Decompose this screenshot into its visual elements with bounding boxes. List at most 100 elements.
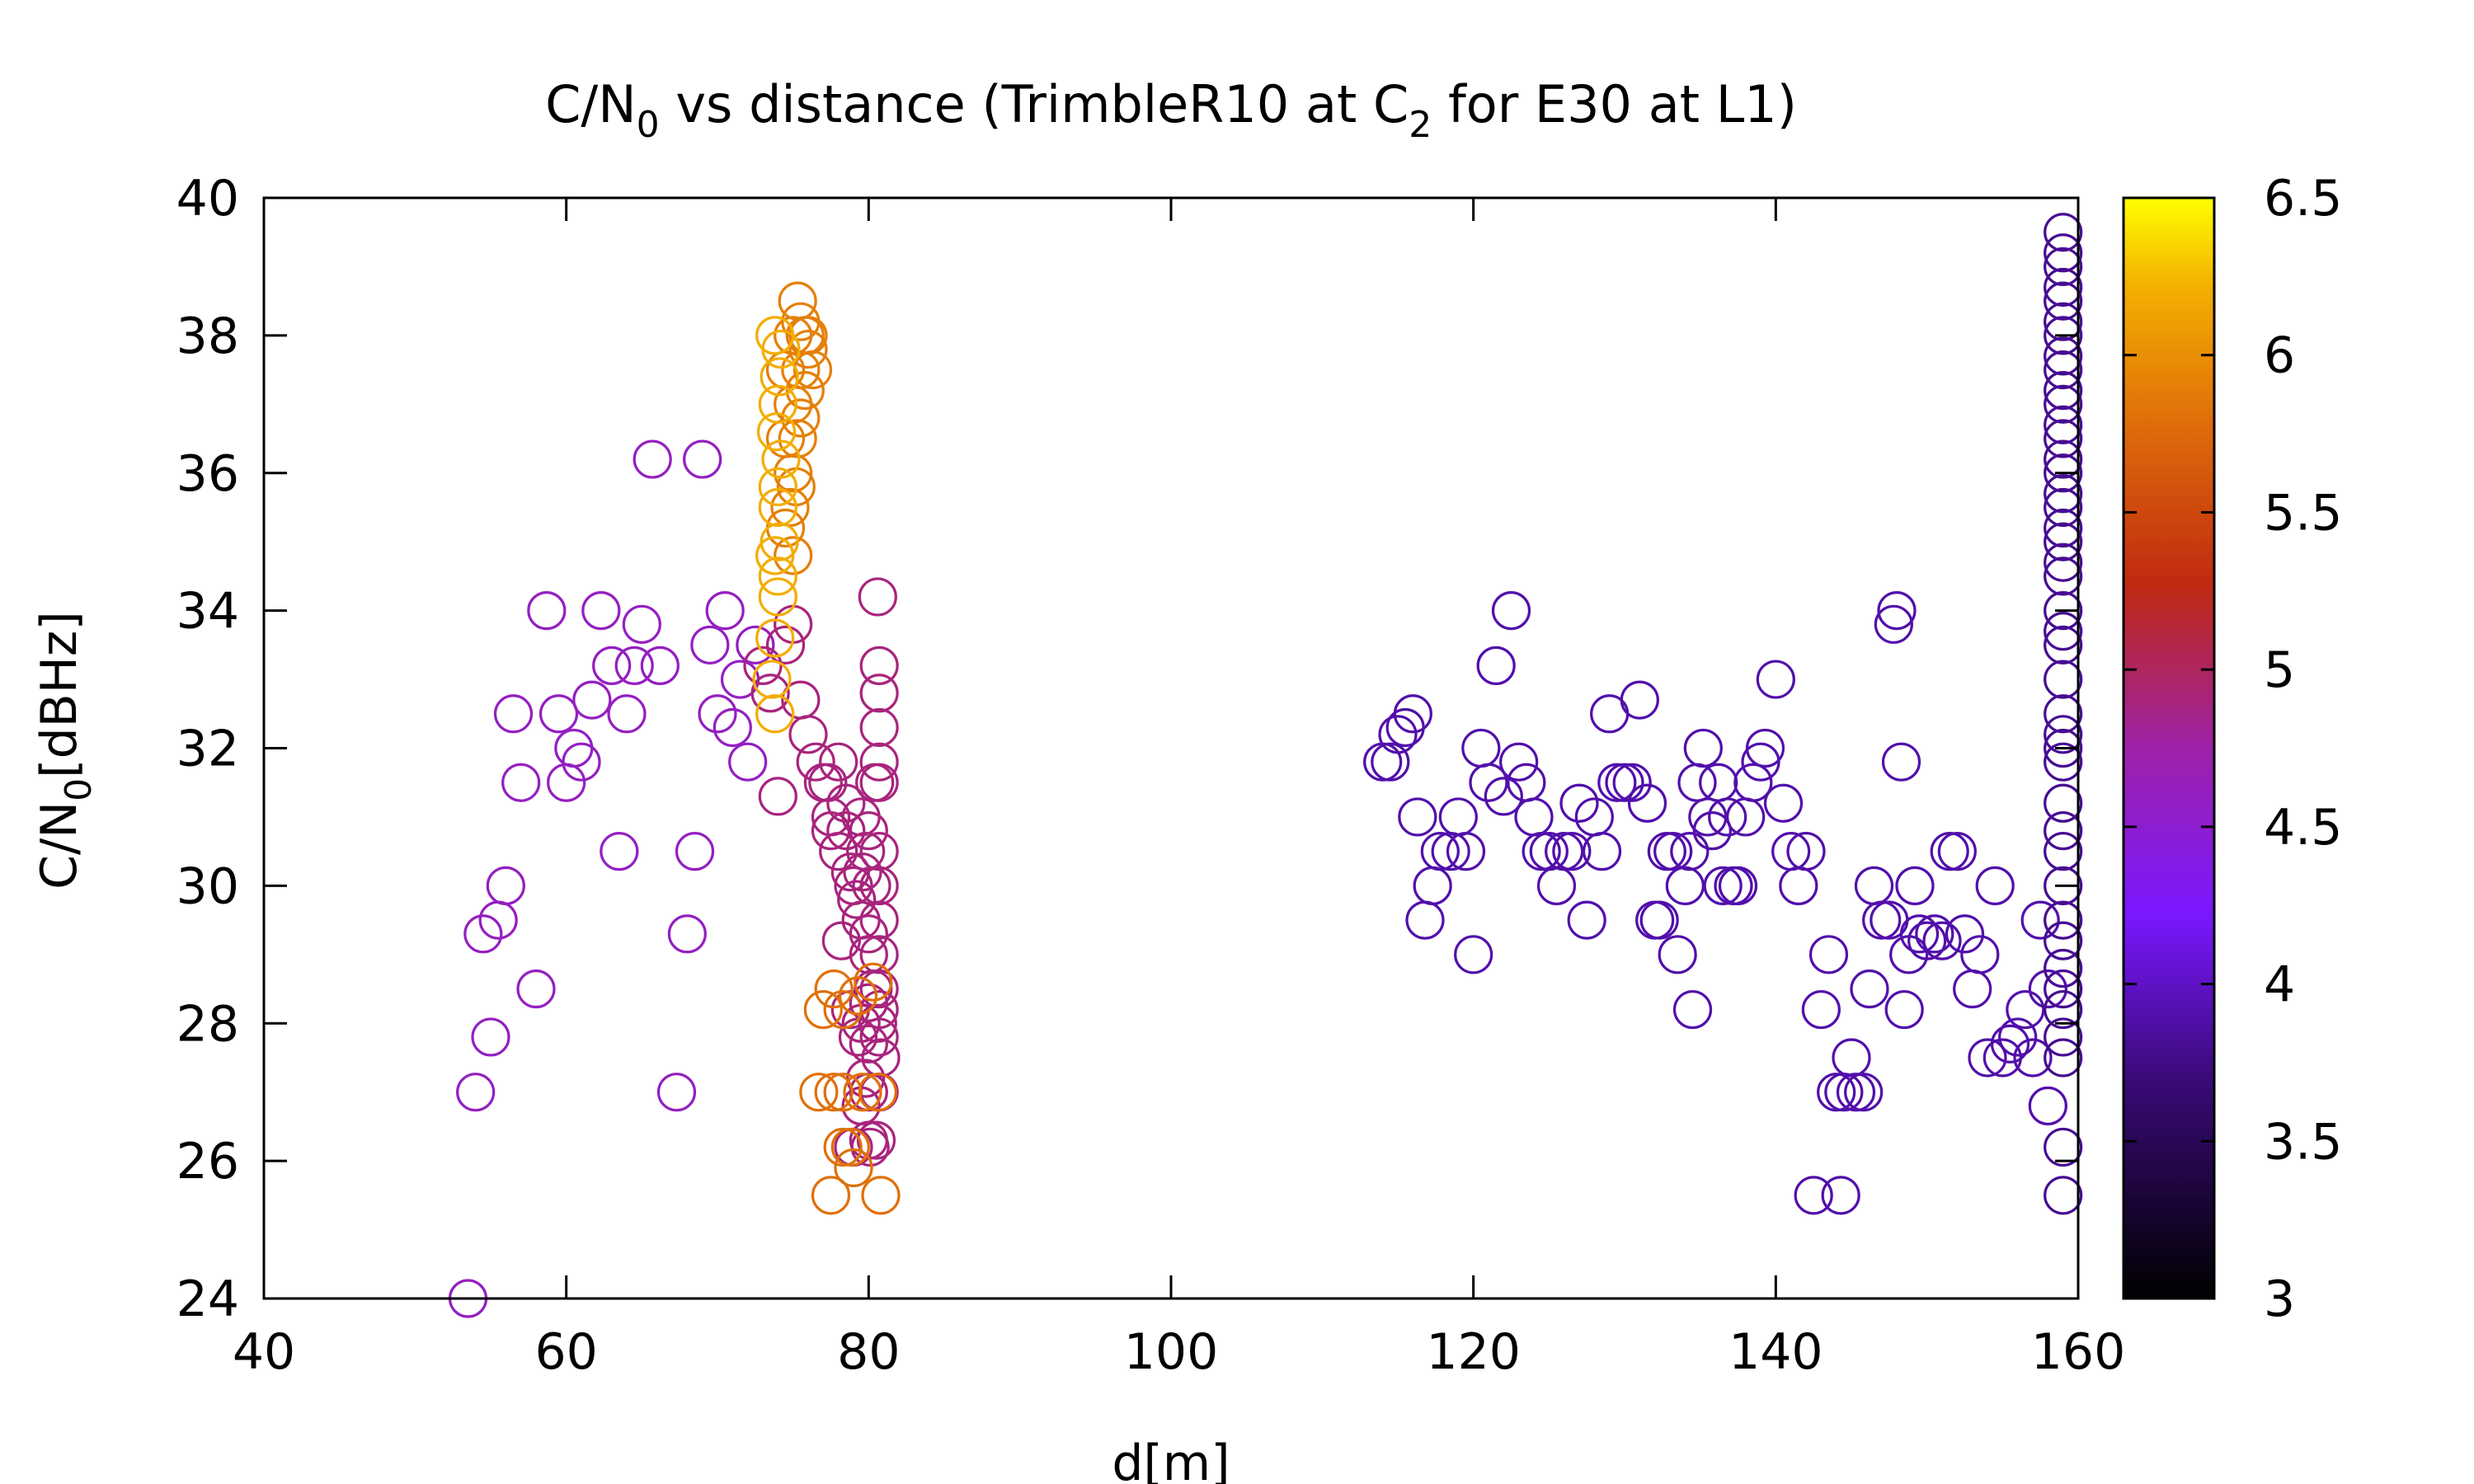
data-point: [1794, 1176, 1833, 1215]
data-point: [1559, 783, 1599, 823]
data-point: [486, 866, 525, 905]
data-point: [2044, 508, 2083, 548]
data-point: [774, 536, 813, 575]
data-point: [1653, 832, 1693, 871]
data-point: [1499, 742, 1539, 782]
data-point: [758, 777, 797, 816]
data-point: [592, 646, 632, 685]
data-point: [1786, 832, 1826, 871]
data-point: [614, 646, 654, 685]
data-point: [1930, 832, 1969, 871]
data-point: [861, 1176, 901, 1215]
data-point: [811, 1176, 851, 1215]
chart-title: C/N0 vs distance (TrimbleR10 at C2 for E…: [545, 74, 1797, 146]
data-point: [1968, 1038, 2007, 1078]
data-point: [1683, 728, 1723, 768]
data-point: [2044, 371, 2083, 411]
colorbar: [2122, 196, 2216, 1300]
data-point: [1692, 811, 1732, 851]
data-point: [690, 625, 730, 665]
data-point: [2044, 1038, 2083, 1078]
data-point: [2044, 783, 2083, 823]
data-point: [600, 832, 639, 871]
data-point: [756, 412, 797, 452]
data-point: [849, 1024, 888, 1064]
data-point: [1808, 935, 1849, 974]
data-point: [2044, 948, 2083, 989]
data-point: [1960, 935, 2000, 974]
data-point: [2044, 302, 2083, 341]
data-point: [1895, 866, 1935, 905]
x-tick-label: 160: [2031, 1323, 2126, 1381]
data-point: [761, 439, 801, 479]
data-point: [1733, 763, 1773, 802]
colorbar-tick-label: 6.5: [2264, 170, 2342, 228]
data-point: [675, 832, 715, 871]
data-point: [811, 811, 851, 851]
data-point: [837, 880, 877, 919]
x-axis-label: d[m]: [1112, 1435, 1230, 1484]
x-tick-label: 40: [233, 1323, 295, 1381]
data-point: [667, 914, 707, 954]
colorbar-tick-label: 4.5: [2264, 799, 2342, 857]
data-point: [785, 371, 825, 411]
data-point: [788, 329, 828, 369]
data-point: [2044, 1127, 2083, 1167]
data-point: [2044, 715, 2083, 754]
data-point: [1627, 783, 1667, 823]
x-axis: 40 60 80 100 120 140 160: [233, 198, 2125, 1381]
data-point: [1975, 866, 2015, 905]
data-point: [2044, 866, 2083, 905]
data-point: [760, 522, 799, 561]
data-point: [823, 1073, 863, 1112]
data-point: [752, 660, 792, 699]
data-point: [823, 1127, 863, 1167]
y-tick-label: 38: [176, 308, 239, 365]
data-point: [814, 1073, 854, 1112]
data-point: [2044, 612, 2083, 651]
data-point: [656, 1073, 697, 1112]
data-point: [1884, 989, 1924, 1030]
data-point: [788, 715, 828, 754]
data-point: [2044, 405, 2083, 444]
data-point: [852, 866, 891, 905]
data-point: [861, 1038, 901, 1078]
data-point: [2044, 625, 2083, 665]
data-point: [2044, 267, 2083, 308]
data-point: [539, 694, 579, 734]
data-point: [2044, 832, 2083, 871]
data-point: [743, 646, 783, 685]
data-point: [633, 439, 672, 479]
data-point: [819, 742, 858, 782]
data-point: [799, 1073, 839, 1112]
data-point: [501, 763, 541, 802]
data-point: [859, 646, 899, 685]
data-point: [1658, 935, 1697, 974]
data-point: [1708, 797, 1747, 837]
data-point: [803, 989, 843, 1030]
data-point: [1393, 694, 1432, 734]
data-point: [796, 742, 835, 782]
data-point: [1745, 728, 1785, 768]
data-point: [1703, 866, 1743, 905]
data-point: [698, 694, 737, 734]
data-point: [516, 969, 556, 1009]
data-point: [758, 384, 797, 424]
data-point: [2044, 989, 2083, 1030]
y-tick-label: 36: [176, 445, 239, 503]
data-point: [821, 921, 861, 960]
data-point: [463, 914, 503, 954]
data-point: [1990, 1024, 2030, 1064]
data-point: [493, 694, 534, 734]
data-point: [758, 467, 797, 507]
data-point: [843, 852, 882, 892]
data-point: [1862, 900, 1902, 940]
data-point: [1672, 989, 1713, 1030]
data-point: [758, 556, 797, 596]
data-point: [2028, 969, 2067, 1009]
data-point: [2028, 1086, 2067, 1125]
data-point: [1605, 763, 1644, 802]
data-point: [1446, 832, 1486, 871]
data-point: [2044, 350, 2083, 390]
